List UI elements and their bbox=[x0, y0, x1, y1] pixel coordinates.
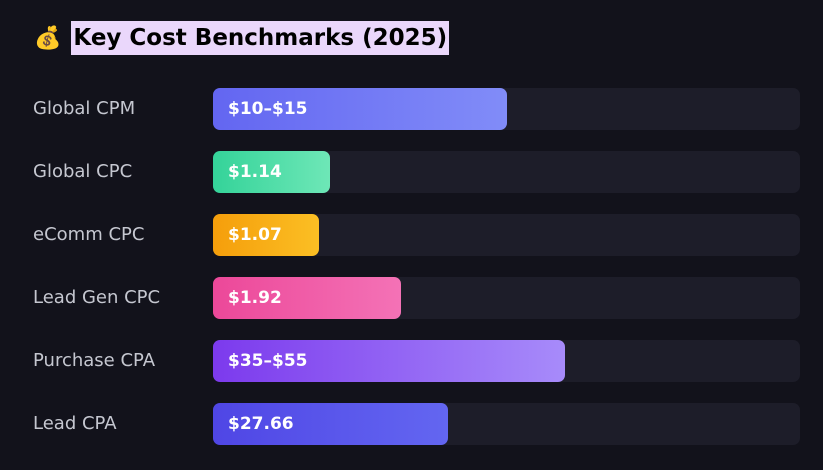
benchmark-row: eComm CPC $1.07 bbox=[0, 214, 823, 256]
header: 💰 Key Cost Benchmarks (2025) bbox=[34, 20, 450, 56]
benchmark-row: Purchase CPA $35–$55 bbox=[0, 340, 823, 382]
title: Key Cost Benchmarks (2025) bbox=[71, 21, 450, 55]
bar-value: $1.92 bbox=[228, 288, 282, 308]
bar-value: $1.07 bbox=[228, 225, 282, 245]
benchmark-row: Global CPC $1.14 bbox=[0, 151, 823, 193]
bar: $10–$15 bbox=[213, 88, 507, 130]
bar-value: $35–$55 bbox=[228, 351, 308, 371]
bar-track: $35–$55 bbox=[213, 340, 800, 382]
bar-value: $27.66 bbox=[228, 414, 294, 434]
row-label: Global CPC bbox=[33, 161, 133, 182]
bar: $1.07 bbox=[213, 214, 319, 256]
bar-track: $1.92 bbox=[213, 277, 800, 319]
bar: $1.14 bbox=[213, 151, 331, 193]
row-label: Global CPM bbox=[33, 98, 136, 119]
row-label: eComm CPC bbox=[33, 224, 145, 245]
benchmark-row: Global CPM $10–$15 bbox=[0, 88, 823, 130]
bar-track: $1.07 bbox=[213, 214, 800, 256]
bar-value: $10–$15 bbox=[228, 99, 308, 119]
row-label: Lead CPA bbox=[33, 413, 117, 434]
benchmark-row: Lead CPA $27.66 bbox=[0, 403, 823, 445]
bar-track: $10–$15 bbox=[213, 88, 800, 130]
title-icon: 💰 bbox=[34, 25, 62, 51]
bar-track: $1.14 bbox=[213, 151, 800, 193]
bar: $27.66 bbox=[213, 403, 448, 445]
bar: $1.92 bbox=[213, 277, 401, 319]
bar-value: $1.14 bbox=[228, 162, 282, 182]
bar: $35–$55 bbox=[213, 340, 566, 382]
benchmark-row: Lead Gen CPC $1.92 bbox=[0, 277, 823, 319]
row-label: Lead Gen CPC bbox=[33, 287, 161, 308]
bar-track: $27.66 bbox=[213, 403, 800, 445]
row-label: Purchase CPA bbox=[33, 350, 156, 371]
